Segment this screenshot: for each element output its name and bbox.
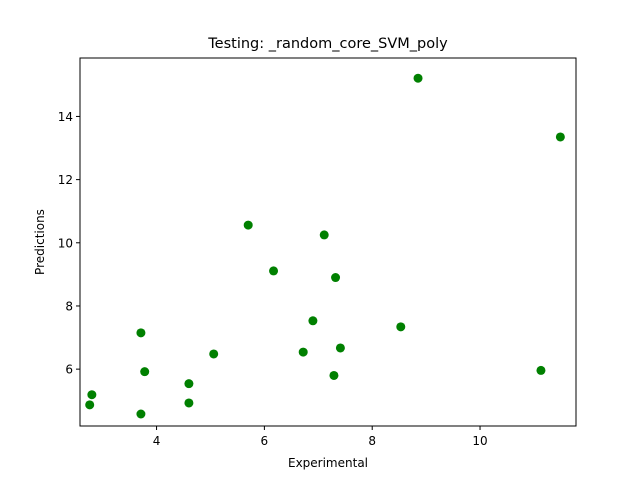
data-point xyxy=(413,73,423,83)
data-point xyxy=(209,349,219,359)
data-point xyxy=(308,316,318,326)
data-points xyxy=(85,73,565,419)
data-point xyxy=(136,328,146,338)
data-point xyxy=(396,322,406,332)
data-point xyxy=(243,220,253,230)
data-point xyxy=(329,370,339,380)
y-tick-label: 8 xyxy=(65,299,73,313)
chart-title: Testing: _random_core_SVM_poly xyxy=(207,36,448,52)
plot-area: 4 6 8 10 6 8 10 12 14 xyxy=(58,57,577,448)
data-point xyxy=(87,390,97,400)
plot-frame xyxy=(79,57,577,427)
x-axis: 4 6 8 10 xyxy=(153,426,488,448)
data-point xyxy=(85,400,95,410)
y-axis: 6 8 10 12 14 xyxy=(58,110,80,377)
x-tick-label: 4 xyxy=(153,434,161,448)
data-point xyxy=(298,347,308,357)
data-point xyxy=(555,132,565,142)
data-point xyxy=(319,230,329,240)
x-tick-label: 6 xyxy=(261,434,269,448)
data-point xyxy=(331,273,341,283)
y-tick-label: 10 xyxy=(58,236,73,250)
x-axis-label: Experimental xyxy=(288,456,368,470)
y-tick-label: 12 xyxy=(58,173,73,187)
y-axis-label: Predictions xyxy=(33,209,47,275)
data-point xyxy=(335,343,345,353)
data-point xyxy=(140,367,150,377)
data-point xyxy=(269,266,279,276)
data-point xyxy=(184,398,194,408)
x-tick-label: 10 xyxy=(472,434,487,448)
x-tick-label: 8 xyxy=(368,434,376,448)
data-point xyxy=(536,365,546,375)
data-point xyxy=(184,379,194,389)
y-tick-label: 6 xyxy=(65,363,73,377)
y-tick-label: 14 xyxy=(58,110,73,124)
data-point xyxy=(136,409,146,419)
